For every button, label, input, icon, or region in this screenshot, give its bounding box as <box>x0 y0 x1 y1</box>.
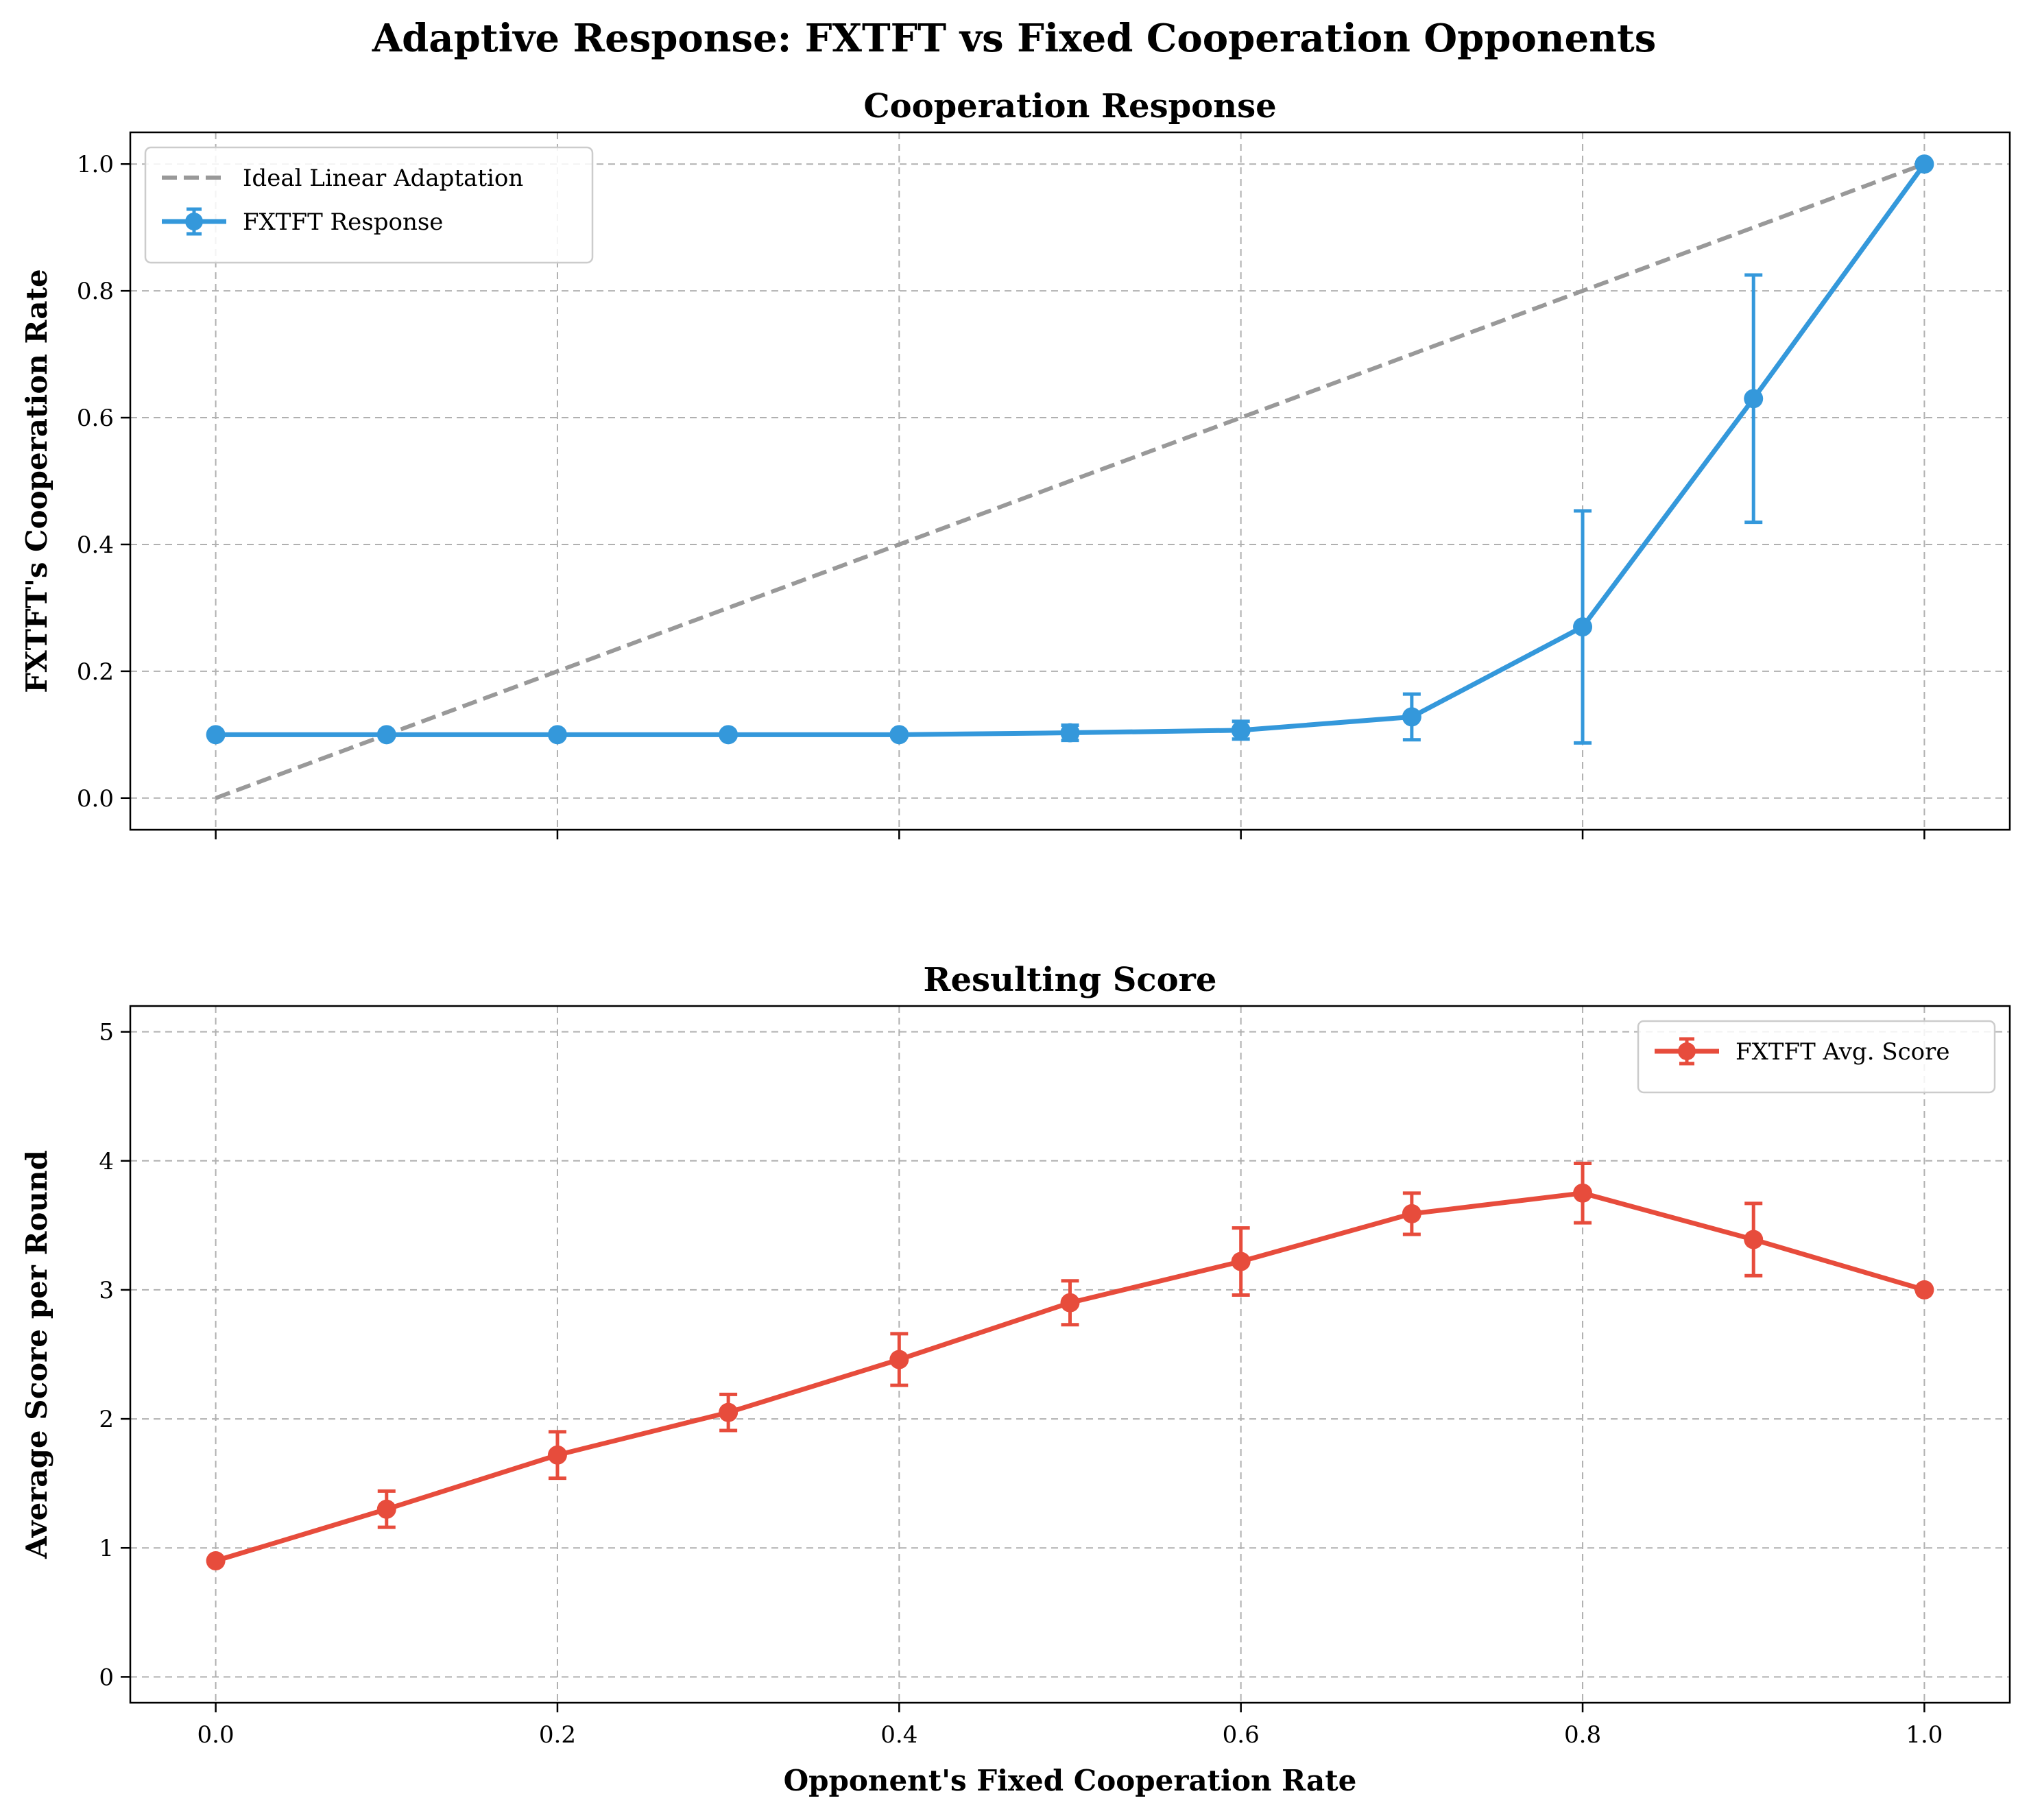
legend: FXTFT Avg. Score <box>1637 1020 1996 1094</box>
series-1 <box>206 154 1934 745</box>
data-point <box>889 725 909 745</box>
data-point <box>547 725 567 745</box>
panel-title: Resulting Score <box>924 961 1217 999</box>
y-axis-label: Average Score per Round <box>20 1150 53 1559</box>
legend-box <box>1637 1020 1996 1094</box>
series-line <box>215 1190 1925 1564</box>
y-tick-label: 5 <box>99 1019 114 1046</box>
y-tick-label: 4 <box>99 1148 114 1175</box>
y-tick-label: 2 <box>99 1406 114 1433</box>
y-tick-label: 0 <box>99 1664 114 1691</box>
y-tick-label: 0.6 <box>77 405 114 432</box>
y-tick-label: 0.8 <box>77 278 114 305</box>
x-axis-label: Opponent's Fixed Cooperation Rate <box>784 1764 1357 1797</box>
x-tick-label: 0.6 <box>1223 1721 1260 1749</box>
data-point <box>719 725 739 745</box>
data-point <box>1744 1230 1764 1249</box>
data-point <box>1060 723 1080 743</box>
data-point <box>1744 389 1764 409</box>
data-point <box>889 1350 909 1369</box>
plot-frame <box>129 131 2011 831</box>
data-point <box>376 1499 396 1519</box>
ideal-line <box>215 162 1925 800</box>
plot-frame <box>129 1005 2011 1704</box>
data-point <box>1231 720 1251 740</box>
series-0 <box>206 1162 1934 1571</box>
grid <box>130 132 2010 830</box>
legend-swatch-marker <box>1678 1042 1696 1060</box>
legend-label: FXTFT Avg. Score <box>1736 1038 1950 1066</box>
data-point <box>376 725 396 745</box>
y-tick-label: 0.2 <box>77 658 114 686</box>
legend: Ideal Linear Adaptation FXTFT Response <box>144 146 594 264</box>
grid <box>130 1006 2010 1703</box>
data-point <box>547 1445 567 1465</box>
x-tick-label: 0.4 <box>880 1721 917 1749</box>
y-axis-label: FXTFT's Cooperation Rate <box>20 269 53 693</box>
data-point <box>206 1551 226 1571</box>
data-point <box>1231 1252 1251 1271</box>
data-point <box>1402 707 1421 727</box>
data-point <box>1060 1293 1080 1313</box>
data-point <box>1573 617 1593 637</box>
x-tick-label: 0.8 <box>1564 1721 1601 1749</box>
panel-title: Cooperation Response <box>863 87 1276 125</box>
legend-swatch-marker <box>185 213 203 230</box>
data-point <box>1914 154 1934 174</box>
y-tick-label: 1.0 <box>77 151 114 178</box>
series-0 <box>215 162 1925 800</box>
x-tick-label: 1.0 <box>1906 1721 1943 1749</box>
panel-cooperation-response: 0.0 0.2 0.4 0.6 0.8 1.0 Cooperation Response FX… <box>20 87 2011 839</box>
y-tick-label: 0.4 <box>77 531 114 559</box>
data-point <box>1402 1204 1421 1223</box>
legend-box <box>144 146 594 264</box>
data-point <box>1914 1280 1934 1300</box>
panel-resulting-score: 0.0 0.2 0.4 0.6 0.8 1.0 0 1 2 3 4 5 Resulting Score A… <box>20 961 2011 1797</box>
y-tick-label: 0.0 <box>77 785 114 813</box>
data-point <box>719 1402 739 1422</box>
x-tick-label: 0.2 <box>539 1721 576 1749</box>
data-point <box>1573 1183 1593 1203</box>
legend-label: Ideal Linear Adaptation <box>243 165 523 192</box>
y-tick-label: 3 <box>99 1277 114 1304</box>
figure-title: Adaptive Response: FXTFT vs Fixed Cooper… <box>372 16 1657 61</box>
x-tick-label: 0.0 <box>197 1721 235 1749</box>
legend-label: FXTFT Response <box>243 208 443 236</box>
y-tick-label: 1 <box>99 1535 114 1562</box>
data-point <box>206 725 226 745</box>
